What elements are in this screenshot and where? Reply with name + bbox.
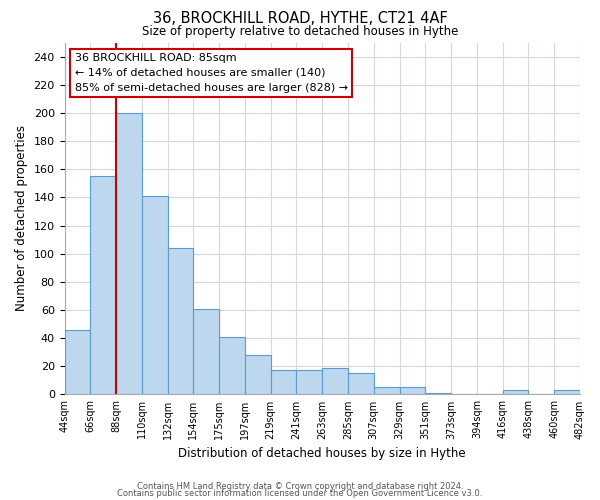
Text: Size of property relative to detached houses in Hythe: Size of property relative to detached ho…	[142, 25, 458, 38]
Bar	[65, 330, 91, 394]
Bar	[245, 355, 271, 395]
Bar	[193, 308, 219, 394]
Bar	[374, 388, 400, 394]
Bar	[91, 176, 116, 394]
X-axis label: Distribution of detached houses by size in Hythe: Distribution of detached houses by size …	[178, 447, 466, 460]
Bar	[296, 370, 322, 394]
Bar	[116, 113, 142, 394]
Bar	[322, 368, 348, 394]
Bar	[503, 390, 529, 394]
Bar	[167, 248, 193, 394]
Bar	[554, 390, 580, 394]
Bar	[219, 336, 245, 394]
Bar	[271, 370, 296, 394]
Bar	[400, 388, 425, 394]
Bar	[142, 196, 167, 394]
Text: 36, BROCKHILL ROAD, HYTHE, CT21 4AF: 36, BROCKHILL ROAD, HYTHE, CT21 4AF	[152, 11, 448, 26]
Text: 36 BROCKHILL ROAD: 85sqm
← 14% of detached houses are smaller (140)
85% of semi-: 36 BROCKHILL ROAD: 85sqm ← 14% of detach…	[75, 53, 348, 92]
Y-axis label: Number of detached properties: Number of detached properties	[15, 126, 28, 312]
Text: Contains HM Land Registry data © Crown copyright and database right 2024.: Contains HM Land Registry data © Crown c…	[137, 482, 463, 491]
Bar	[348, 374, 374, 394]
Bar	[425, 393, 451, 394]
Text: Contains public sector information licensed under the Open Government Licence v3: Contains public sector information licen…	[118, 489, 482, 498]
